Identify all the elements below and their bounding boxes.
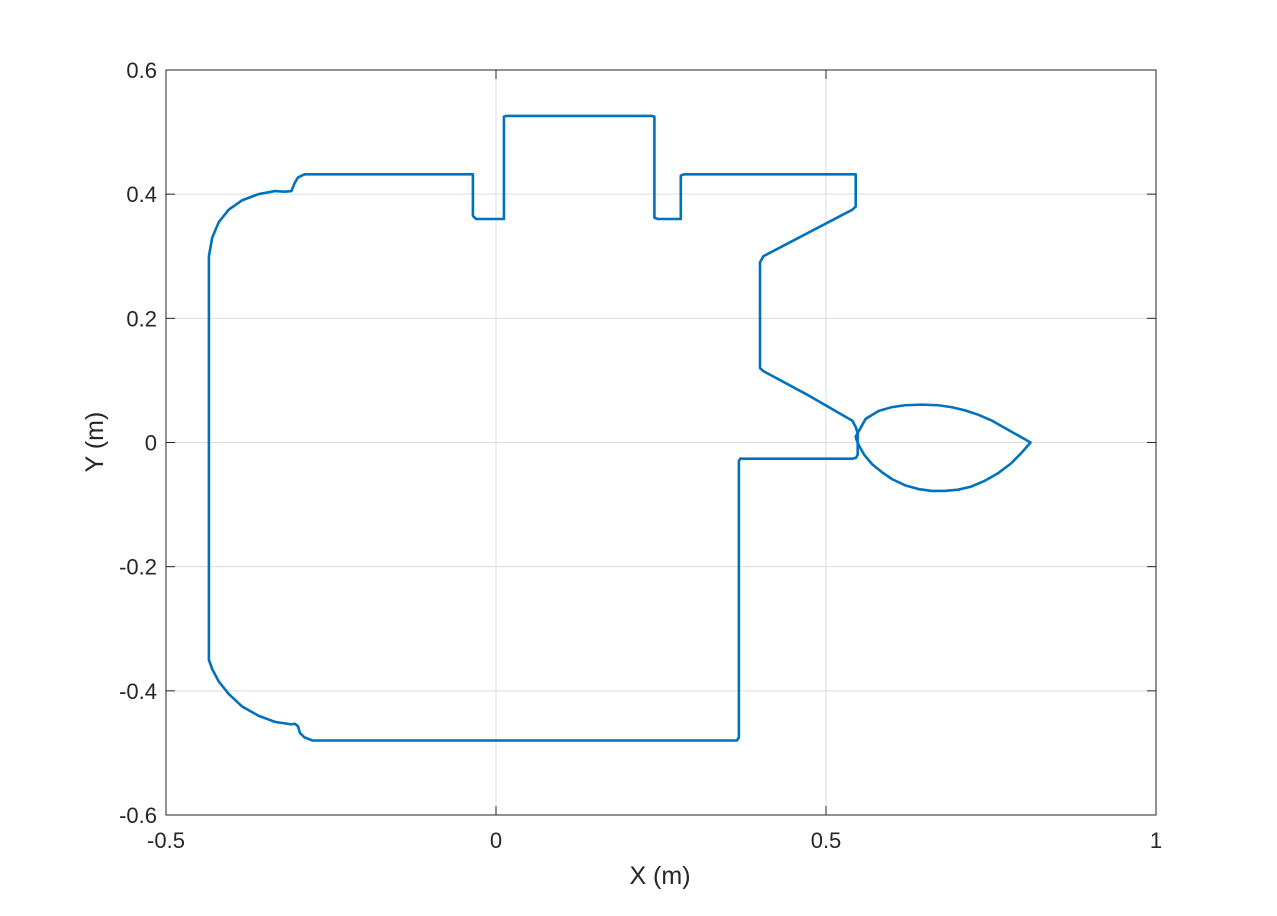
x-tick-label: 0.5 <box>811 828 842 853</box>
y-tick-label: -0.4 <box>119 679 157 704</box>
x-tick-label: 0 <box>490 828 502 853</box>
label-layer: X (m) Y (m) <box>81 412 691 890</box>
x-axis-title: X (m) <box>629 862 690 890</box>
y-tick-label: 0.2 <box>126 306 157 331</box>
y-tick-label: -0.2 <box>119 555 157 580</box>
y-tick-label: -0.6 <box>119 803 157 828</box>
data-line-segment-1 <box>207 114 859 662</box>
data-line-segment-2 <box>854 403 1032 493</box>
x-tick-label: 1 <box>1150 828 1162 853</box>
axes-layer: -0.5 0 0.5 1 -0.6 -0.4 -0.2 0 0.2 0.4 0.6 <box>119 58 1162 853</box>
y-axis-title: Y (m) <box>81 412 109 473</box>
data-line-segment-3 <box>207 431 859 742</box>
series-layer <box>207 114 1032 742</box>
y-tick-label: 0.6 <box>126 58 157 83</box>
y-tick-label: 0 <box>145 431 157 456</box>
y-tick-label: 0.4 <box>126 182 157 207</box>
x-tick-label: -0.5 <box>147 828 185 853</box>
grid-layer <box>166 70 1156 815</box>
